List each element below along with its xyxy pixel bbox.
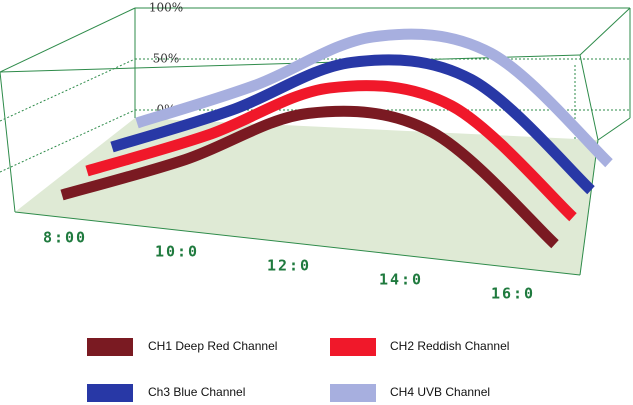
x-tick-label: 16:0 bbox=[491, 285, 535, 303]
floor bbox=[15, 118, 598, 275]
legend-swatch bbox=[87, 338, 133, 356]
legend-swatch bbox=[330, 338, 376, 356]
legend-label: Ch3 Blue Channel bbox=[148, 385, 245, 399]
legend-swatch bbox=[87, 384, 133, 402]
line-series bbox=[60, 105, 559, 249]
legend-label: CH4 UVB Channel bbox=[390, 385, 490, 399]
line-series bbox=[110, 54, 595, 195]
y-tick-label: 50% bbox=[153, 52, 180, 66]
y-tick-label: 100% bbox=[149, 1, 183, 15]
x-tick-label: 10:0 bbox=[155, 243, 199, 261]
x-tick-label: 12:0 bbox=[267, 257, 311, 275]
x-tick-label: 14:0 bbox=[379, 271, 423, 289]
legend-label: CH2 Reddish Channel bbox=[390, 339, 509, 353]
line-series bbox=[135, 28, 613, 168]
grid-line bbox=[0, 109, 136, 173]
x-tick-label: 8:00 bbox=[43, 229, 87, 247]
frame bbox=[0, 7, 631, 276]
legend-label: CH1 Deep Red Channel bbox=[148, 339, 277, 353]
legend-swatch bbox=[330, 384, 376, 402]
grid-line bbox=[0, 58, 136, 122]
line-series bbox=[85, 80, 577, 222]
